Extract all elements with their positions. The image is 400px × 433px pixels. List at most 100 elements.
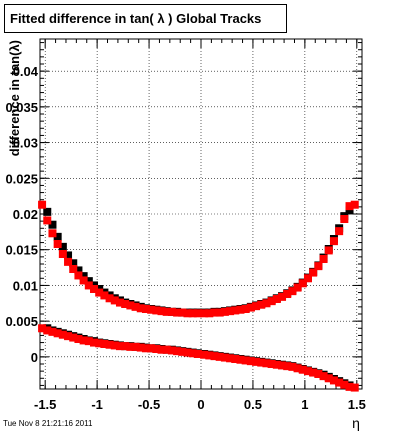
data-point [136,304,145,313]
data-point [74,335,83,343]
data-point [147,344,156,353]
x-tick-labels: -1.5 -1 -0.5 0 0.5 1 1.5 [34,397,366,412]
data-point [193,309,202,318]
data-point [90,338,99,347]
data-point [131,342,140,351]
data-point [340,215,349,223]
data-point [257,300,266,309]
data-point [252,302,261,311]
x-tick-label: 1 [301,397,308,412]
data-point [105,294,114,303]
data-point [69,259,78,268]
data-point [205,351,214,360]
data-point [115,342,124,351]
data-point [350,200,359,209]
data-point [345,206,354,215]
y-tick-label: 0 [31,350,38,365]
data-point [178,347,187,356]
data-point [79,272,88,281]
data-point [90,285,99,293]
x-tick-label: 0.5 [244,397,262,412]
data-point [100,291,109,300]
x-axis-title: η [352,415,360,431]
data-point [74,271,83,280]
data-point [329,376,338,385]
data-point [84,337,93,346]
data-point [335,227,344,236]
data-point [293,364,302,373]
data-point [121,342,130,351]
data-point [95,339,104,348]
data-point [319,372,328,381]
data-point [329,237,338,246]
data-point [79,276,88,285]
data-point [262,299,271,308]
data-point [69,265,78,273]
x-tick-label: 1.5 [348,397,366,412]
data-point [210,308,219,317]
data-point [193,350,202,358]
data-point [105,340,114,349]
x-tick-label: -0.5 [138,397,160,412]
data-point [188,349,197,358]
data-point [157,345,166,354]
data-point [162,307,171,316]
y-tick-label: 0.04 [13,64,39,79]
data-point [335,378,344,387]
data-point [84,281,93,290]
chart-title-box: Fitted difference in tan( λ ) Global Tra… [4,4,287,33]
data-point [58,250,67,258]
data-point [141,344,150,353]
data-point [48,220,57,229]
data-point [43,207,52,216]
data-point [226,354,235,363]
data-point [210,352,219,361]
data-point [188,309,197,318]
y-axis-title: difference in tan(λ) [7,40,22,156]
data-point [136,343,145,352]
data-point [278,292,287,301]
data-point [48,327,57,336]
data-point [79,336,88,345]
data-point [126,301,135,310]
data-point [173,347,182,356]
data-point [252,357,261,366]
data-point [241,356,250,365]
data-point [215,352,224,361]
data-point [167,307,176,316]
y-tick-label: 0.02 [13,207,38,222]
data-point [200,309,209,318]
data-point [283,290,292,298]
axis-ticks [40,39,362,389]
timestamp: Tue Nov 8 21:21:16 2011 [3,419,93,428]
data-point [95,288,104,297]
y-tick-label: 0.01 [13,278,38,293]
x-tick-label: 0 [197,397,204,412]
data-point [58,242,67,251]
data-point [309,268,318,277]
data-point [324,246,333,255]
data-point [236,305,245,314]
data-point [183,348,192,357]
data-point [100,340,109,348]
data-point [298,279,307,288]
data-point [267,297,276,306]
data-point [226,307,235,316]
data-point [288,362,297,371]
data-point [110,296,119,305]
data-point [200,350,209,359]
data-point [324,374,333,383]
data-point [53,240,62,248]
data-point [231,355,240,363]
data-point [74,266,83,275]
data-points [38,200,359,392]
data-point [215,308,224,317]
data-point [173,308,182,317]
y-tick-label: 0.025 [5,171,38,186]
data-point [64,257,73,266]
data-point [283,362,292,371]
data-point [231,306,240,315]
data-point [278,361,287,370]
data-point [38,324,47,333]
